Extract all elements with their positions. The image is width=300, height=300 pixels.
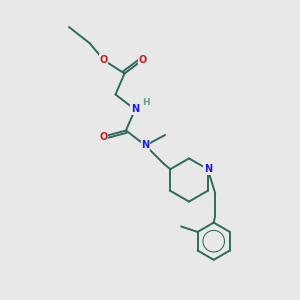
Text: N: N	[131, 104, 139, 115]
Text: O: O	[99, 131, 108, 142]
Text: O: O	[99, 55, 108, 65]
Text: H: H	[142, 98, 150, 107]
Text: N: N	[141, 140, 150, 151]
Text: N: N	[204, 164, 212, 174]
Text: O: O	[138, 55, 147, 65]
